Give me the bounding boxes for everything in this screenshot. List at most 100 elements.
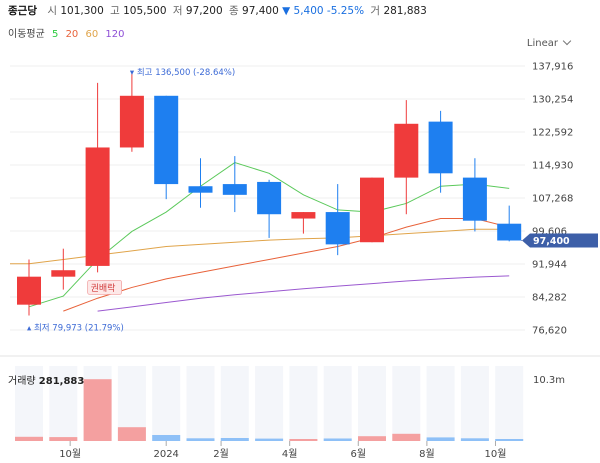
close-label: 종	[229, 5, 239, 17]
candle-body	[17, 276, 41, 305]
volume-bg	[152, 366, 181, 441]
candle	[85, 82, 110, 273]
candle-body	[291, 212, 316, 219]
ma-legend-label: 이동평균	[8, 29, 45, 40]
candle	[154, 95, 179, 200]
volume-bg	[460, 366, 489, 441]
volume-bar	[255, 438, 284, 441]
change-value: ▼ 5,400 -5.25%	[282, 5, 365, 17]
min-price-annotation: ▴ 최저 79,973 (21.79%)	[27, 323, 124, 334]
event-label: 권배락	[91, 282, 116, 294]
candle-body	[188, 186, 213, 193]
close-value: 97,400	[242, 5, 279, 17]
candle-body	[394, 123, 419, 178]
volume-header-value: 281,883	[38, 376, 85, 387]
volume-bar	[152, 435, 181, 441]
price-tick-label: 99,606	[532, 227, 567, 238]
volume-bar	[49, 437, 78, 441]
price-tick-label: 130,254	[532, 95, 573, 106]
volume-bar	[495, 439, 524, 441]
volume-bar	[289, 439, 318, 441]
ma-legend-120: 120	[105, 29, 125, 40]
volume-bg	[426, 366, 455, 441]
volume-bar	[358, 436, 386, 441]
candle-body	[257, 181, 282, 215]
high-label: 고	[110, 5, 120, 17]
price-axis: 76,620 84,282 91,944 99,606 107,268 114,930 12…	[532, 62, 573, 337]
candle	[188, 158, 213, 208]
moving-average-legend[interactable]: 이동평균 5 20 60 120	[8, 25, 129, 40]
ma-line-120	[97, 275, 510, 312]
time-axis: 10월 2024 2월 4월 6월 8월 10월	[59, 441, 506, 460]
candle	[325, 184, 350, 256]
current-price-label: 97,400	[533, 236, 570, 247]
price-tick-label: 76,620	[532, 326, 567, 337]
volume-bg	[186, 366, 215, 441]
time-tick-label: 6월	[350, 448, 366, 460]
volume-bg	[255, 366, 284, 441]
candle-body	[360, 177, 384, 243]
volume-bar	[426, 437, 455, 441]
candle-body	[85, 147, 110, 266]
open-label: 시	[47, 5, 57, 17]
time-tick-label: 10월	[485, 448, 507, 460]
candle-body	[154, 95, 179, 185]
volume-bar	[392, 433, 421, 441]
price-tick-label: 114,930	[532, 161, 573, 172]
volume-bar	[83, 379, 112, 441]
price-tick-label: 91,944	[532, 260, 567, 271]
candle-body	[325, 212, 350, 245]
volume-bg	[49, 366, 78, 441]
time-tick-label: 8월	[419, 448, 435, 460]
candle-body	[51, 270, 76, 277]
max-price-annotation: ▾ 최고 136,500 (-28.64%)	[130, 67, 235, 78]
candle	[119, 72, 144, 152]
volume-bars	[15, 366, 524, 441]
price-tick-label: 137,916	[532, 62, 573, 73]
volume-bg	[495, 366, 524, 441]
candle	[51, 248, 76, 290]
volume-header: 거래량 281,883	[8, 372, 84, 387]
volume-bg	[323, 366, 352, 441]
event-marker: 권배락	[87, 279, 122, 295]
volume-bar	[460, 438, 489, 441]
time-tick-label: 10월	[59, 448, 81, 460]
volume-header-label: 거래량	[8, 376, 36, 387]
volume-label: 거	[370, 5, 381, 17]
candle-body	[497, 223, 522, 241]
price-tick-label: 107,268	[532, 194, 573, 205]
candle	[360, 177, 384, 243]
time-tick-label: 2월	[213, 448, 229, 460]
scale-dropdown[interactable]: Linear	[527, 38, 570, 49]
candle	[394, 100, 419, 215]
candle	[428, 110, 453, 193]
volume-bar	[117, 427, 146, 441]
volume-bg	[392, 366, 421, 441]
candle	[497, 205, 522, 242]
volume-bar	[323, 438, 352, 441]
ma-legend-5: 5	[52, 29, 59, 40]
ma-legend-60: 60	[85, 29, 99, 40]
annotations: ▾ 최고 136,500 (-28.64%) ▴ 최저 79,973 (21.7…	[27, 67, 235, 333]
high-value: 105,500	[123, 5, 167, 17]
volume-bar	[15, 436, 43, 441]
candle-body	[428, 121, 453, 174]
current-price-tag: 97,400	[522, 233, 598, 248]
candle	[222, 156, 247, 213]
volume-axis-label: 10.3m	[533, 375, 565, 386]
candle	[17, 259, 41, 316]
stock-header: 종근당 시 101,300 고 105,500 저 97,200 종 97,40…	[8, 3, 598, 19]
scale-dropdown-label: Linear	[526, 38, 558, 49]
event-label-box	[87, 279, 122, 295]
open-value: 101,300	[60, 5, 104, 17]
ma-line-20	[63, 218, 510, 312]
candle-body	[222, 184, 247, 195]
time-tick-label: 4월	[282, 448, 298, 460]
time-tick-label: 2024	[153, 449, 178, 460]
price-tick-label: 122,592	[532, 128, 573, 139]
candle-body	[462, 177, 487, 221]
low-value: 97,200	[185, 5, 223, 17]
candle	[291, 212, 316, 234]
volume-value: 281,883	[383, 5, 427, 17]
